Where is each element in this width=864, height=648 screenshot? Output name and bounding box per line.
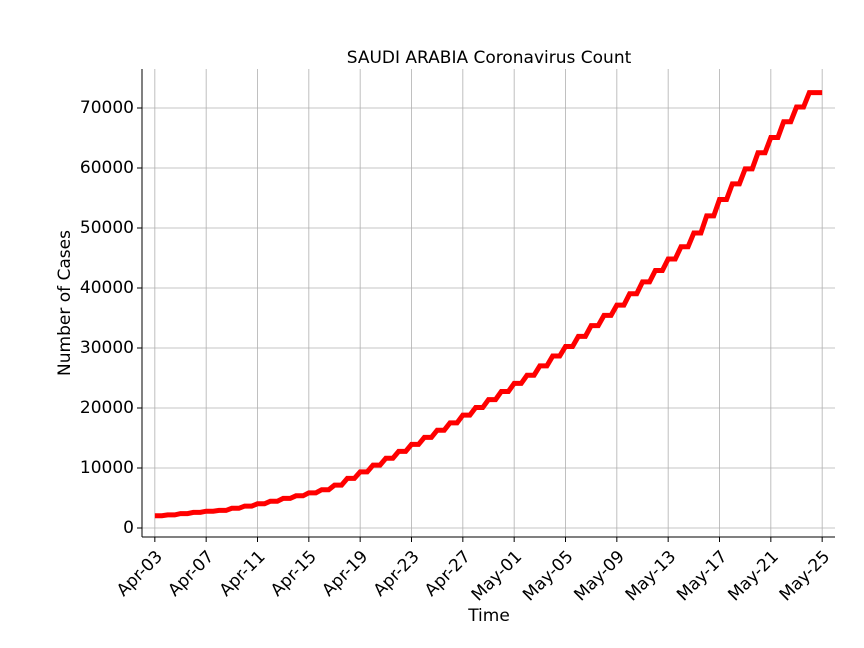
x-tick-label: May-21 <box>724 547 782 605</box>
x-tick-label: May-13 <box>622 547 680 605</box>
x-tick-label: May-25 <box>776 547 834 605</box>
y-tick-label: 40000 <box>80 278 134 298</box>
x-axis-label: Time <box>467 606 510 626</box>
x-tick-label: Apr-11 <box>216 547 270 601</box>
x-tick-label: Apr-27 <box>421 547 475 601</box>
x-tick-label: May-01 <box>468 547 526 605</box>
series-layer <box>154 90 823 519</box>
x-tick-label: Apr-03 <box>113 547 167 601</box>
y-tick-label: 70000 <box>80 98 134 118</box>
y-tick-label: 50000 <box>80 218 134 238</box>
y-tick-label: 10000 <box>80 458 134 478</box>
x-tick-label: May-09 <box>570 547 628 605</box>
y-tick-label: 0 <box>123 518 134 538</box>
y-tick-label: 30000 <box>80 338 134 358</box>
x-tick-label: Apr-23 <box>370 547 424 601</box>
x-tick-label: May-05 <box>519 547 577 605</box>
series-line-0 <box>154 90 823 519</box>
x-tick-label: May-17 <box>673 547 731 605</box>
chart-title: SAUDI ARABIA Coronavirus Count <box>347 48 632 68</box>
y-axis-label: Number of Cases <box>55 230 75 376</box>
grid <box>142 69 835 537</box>
x-tick-label: Apr-07 <box>164 547 218 601</box>
axes: Apr-03Apr-07Apr-11Apr-15Apr-19Apr-23Apr-… <box>80 69 835 605</box>
x-tick-label: Apr-19 <box>318 547 372 601</box>
y-tick-label: 60000 <box>80 158 134 178</box>
y-tick-label: 20000 <box>80 398 134 418</box>
x-tick-label: Apr-15 <box>267 547 321 601</box>
